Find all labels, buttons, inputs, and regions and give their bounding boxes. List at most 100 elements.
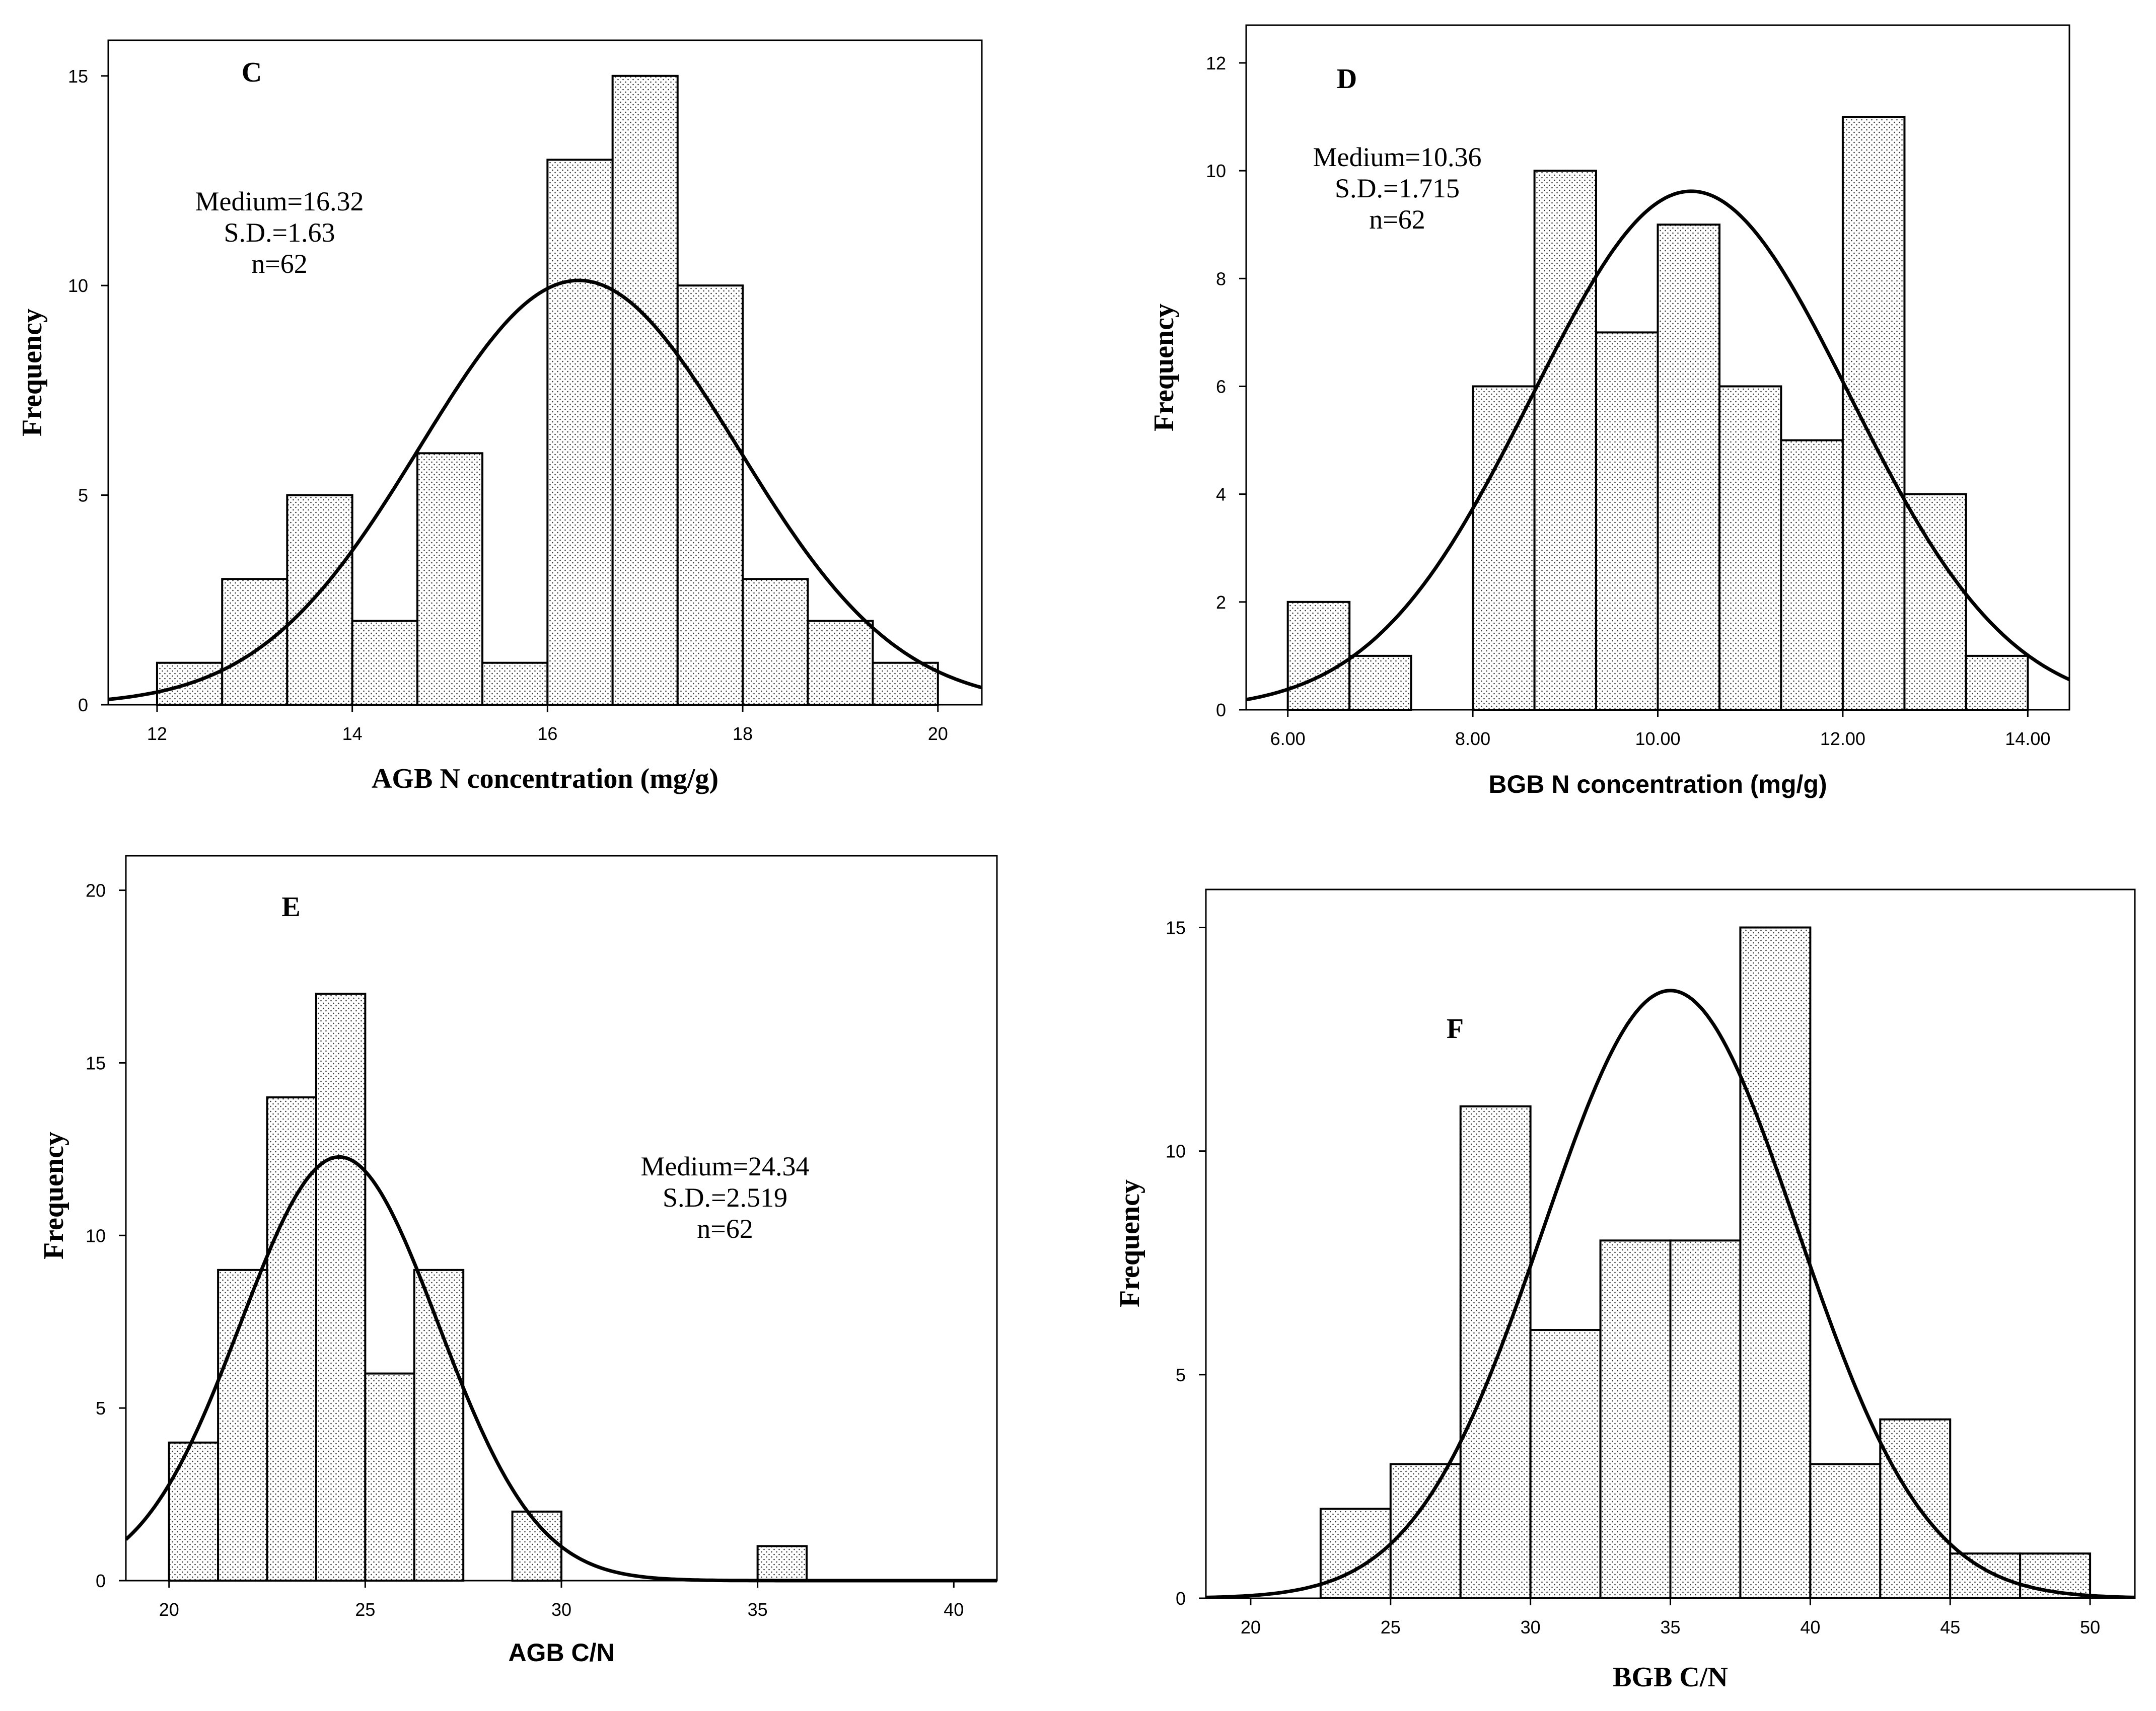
x-tick-label: 14.00 bbox=[2005, 728, 2050, 749]
x-axis-label: BGB C/N bbox=[1613, 1662, 1728, 1693]
normal-curve bbox=[1205, 989, 2135, 1599]
y-axis-label: Frequency bbox=[1114, 1179, 1145, 1307]
histogram-bar bbox=[1903, 493, 1967, 711]
x-tick-label: 30 bbox=[1521, 1617, 1541, 1638]
stats-annotation: Medium=10.36 bbox=[1313, 142, 1482, 172]
panel-label: E bbox=[281, 891, 300, 923]
histogram-bar bbox=[1595, 331, 1659, 711]
y-tick-label: 6 bbox=[1216, 376, 1226, 397]
y-tick-label: 5 bbox=[96, 1398, 106, 1419]
y-tick-label: 10 bbox=[86, 1225, 106, 1246]
normal-curve bbox=[1246, 189, 2070, 702]
histogram-bar bbox=[1841, 116, 1906, 711]
histogram-bar bbox=[1529, 1329, 1602, 1599]
x-tick-label: 12 bbox=[147, 723, 167, 744]
x-tick-label: 50 bbox=[2080, 1617, 2100, 1638]
y-tick-label: 0 bbox=[1216, 700, 1226, 720]
histogram-bar bbox=[1348, 654, 1412, 711]
histogram-panel-d: 6.00 8.00 10.00 12.00 14.00 0 2 4 6 8 10 12 BGB N co… bbox=[1148, 24, 2070, 798]
stats-annotation: n=62 bbox=[1369, 204, 1425, 235]
y-tick-label: 0 bbox=[96, 1571, 106, 1591]
x-tick-label: 40 bbox=[944, 1599, 964, 1620]
y-axis-label: Frequency bbox=[38, 1132, 69, 1259]
stats-annotation: S.D.=1.715 bbox=[1335, 173, 1460, 203]
y-tick-label: 10 bbox=[1206, 161, 1226, 181]
histogram-bar bbox=[1809, 1463, 1882, 1599]
histogram-bar bbox=[1718, 385, 1782, 711]
y-tick-label: 20 bbox=[86, 880, 106, 901]
panel-label: C bbox=[242, 57, 262, 88]
stats-annotation: S.D.=1.63 bbox=[224, 217, 335, 248]
histogram-bar bbox=[676, 284, 744, 706]
histogram-bar bbox=[1949, 1552, 2022, 1600]
x-tick-label: 6.00 bbox=[1270, 728, 1306, 749]
histogram-bar bbox=[546, 159, 614, 706]
plot-frame bbox=[107, 39, 983, 706]
histogram-bar bbox=[1533, 170, 1597, 711]
y-tick-label: 10 bbox=[68, 275, 88, 296]
histogram-bar bbox=[168, 1441, 220, 1582]
stats-annotation: n=62 bbox=[251, 249, 307, 279]
x-tick-label: 12.00 bbox=[1820, 728, 1865, 749]
x-tick-label: 20 bbox=[159, 1599, 179, 1620]
y-tick-label: 12 bbox=[1206, 53, 1226, 73]
histogram-bar bbox=[1780, 439, 1844, 711]
histogram-panel-c: 12 14 16 18 20 0 5 10 15 AGB N concentration (mg/… bbox=[17, 39, 983, 794]
x-tick-label: 18 bbox=[733, 723, 753, 744]
histogram-bar bbox=[1669, 1239, 1742, 1600]
stats-annotation: Medium=24.34 bbox=[641, 1151, 810, 1181]
histogram-bar bbox=[1459, 1105, 1532, 1599]
histogram-bar bbox=[756, 1545, 808, 1582]
histogram-bar bbox=[315, 993, 367, 1582]
stats-annotation: n=62 bbox=[697, 1214, 753, 1244]
histogram-bar bbox=[1965, 654, 2029, 711]
x-axis-label: AGB N concentration (mg/g) bbox=[372, 763, 718, 794]
histogram-bar bbox=[742, 578, 809, 706]
histogram-bar bbox=[266, 1096, 317, 1582]
histogram-bar bbox=[1599, 1239, 1672, 1600]
x-tick-label: 10.00 bbox=[1635, 728, 1680, 749]
y-tick-label: 5 bbox=[78, 485, 88, 506]
y-axis-label: Frequency bbox=[1148, 304, 1180, 431]
histogram-bar bbox=[351, 620, 418, 706]
y-tick-label: 15 bbox=[86, 1053, 106, 1073]
panel-label: D bbox=[1337, 63, 1357, 95]
y-tick-label: 2 bbox=[1216, 592, 1226, 613]
y-tick-label: 15 bbox=[68, 66, 88, 87]
stats-annotation: Medium=16.32 bbox=[195, 186, 364, 216]
x-tick-label: 25 bbox=[355, 1599, 375, 1620]
x-tick-label: 8.00 bbox=[1455, 728, 1490, 749]
x-axis-label: AGB C/N bbox=[508, 1639, 614, 1667]
y-tick-label: 5 bbox=[1176, 1365, 1186, 1385]
x-tick-label: 20 bbox=[1241, 1617, 1261, 1638]
histogram-bar bbox=[1879, 1418, 1952, 1599]
x-tick-label: 30 bbox=[551, 1599, 571, 1620]
x-axis-label: BGB N concentration (mg/g) bbox=[1488, 770, 1827, 798]
histogram-bar bbox=[1739, 926, 1812, 1599]
histogram-bar bbox=[872, 661, 939, 706]
x-tick-label: 20 bbox=[928, 723, 948, 744]
histogram-bar bbox=[364, 1372, 415, 1582]
x-tick-label: 45 bbox=[1940, 1617, 1960, 1638]
normal-curve bbox=[108, 278, 982, 701]
panel-label: F bbox=[1447, 1013, 1464, 1045]
histogram-bar bbox=[221, 578, 289, 706]
y-tick-label: 0 bbox=[78, 695, 88, 715]
histogram-bar bbox=[611, 75, 679, 706]
histogram-panel-e: 20 25 30 35 40 0 5 10 15 20 AGB C/N Frequency E Mediu… bbox=[38, 855, 998, 1667]
x-tick-label: 25 bbox=[1381, 1617, 1401, 1638]
y-tick-label: 8 bbox=[1216, 268, 1226, 289]
x-tick-label: 35 bbox=[1660, 1617, 1680, 1638]
histogram-panel-f: 20 25 30 35 40 45 50 0 5 10 15 BGB C/N Frequency F bbox=[1114, 888, 2136, 1693]
stats-annotation: S.D.=2.519 bbox=[663, 1182, 787, 1213]
x-tick-label: 14 bbox=[342, 723, 363, 744]
histogram-bar bbox=[807, 620, 874, 706]
y-tick-label: 15 bbox=[1166, 918, 1186, 938]
y-tick-label: 4 bbox=[1216, 484, 1226, 505]
histogram-bar bbox=[1657, 224, 1721, 711]
y-tick-label: 10 bbox=[1166, 1141, 1186, 1162]
histogram-bar bbox=[1286, 601, 1351, 711]
x-tick-label: 40 bbox=[1800, 1617, 1820, 1638]
x-tick-label: 35 bbox=[748, 1599, 768, 1620]
